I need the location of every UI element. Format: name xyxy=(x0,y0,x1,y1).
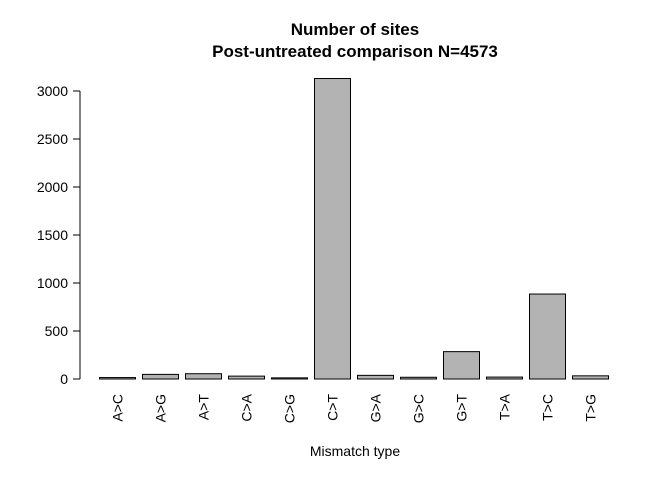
x-tick-label: A>G xyxy=(153,394,169,422)
chart-subtitle: Post-untreated comparison N=4573 xyxy=(212,42,498,61)
y-tick-label: 0 xyxy=(60,371,68,387)
bar-A-to-G xyxy=(142,373,179,380)
y-axis: 0 500 1000 1500 2000 2500 3000 xyxy=(37,83,81,387)
y-tick-label: 1500 xyxy=(37,227,68,243)
x-tick-label: G>C xyxy=(411,394,427,423)
x-tick-label: C>T xyxy=(325,394,341,421)
y-tick-label: 2500 xyxy=(37,131,68,147)
x-tick-label: G>T xyxy=(454,394,470,422)
x-tick-label: T>A xyxy=(497,393,513,420)
chart-title: Number of sites xyxy=(291,20,419,39)
bars xyxy=(99,78,609,380)
bar-A-to-C xyxy=(99,377,136,380)
x-axis-labels: A>C A>G A>T C>A C>G C>T G>A G>C G>T T>A T>C T>G xyxy=(110,393,599,423)
y-tick-label: 1000 xyxy=(37,275,68,291)
bar-C-to-T xyxy=(314,78,351,380)
bar-G-to-A xyxy=(357,374,394,380)
x-tick-label: C>A xyxy=(239,393,255,421)
bar-T-to-A xyxy=(486,376,523,380)
x-tick-label: G>A xyxy=(368,393,384,422)
x-tick-label: T>G xyxy=(583,394,599,422)
bar-G-to-C xyxy=(400,376,437,380)
x-tick-label: A>C xyxy=(110,394,126,422)
x-tick-label: T>C xyxy=(540,394,556,421)
x-tick-label: C>G xyxy=(282,394,298,423)
bar-C-to-G xyxy=(271,377,308,380)
y-tick-label: 2000 xyxy=(37,179,68,195)
bar-T-to-C xyxy=(529,293,566,380)
x-tick-label: A>T xyxy=(196,394,212,421)
y-tick-label: 500 xyxy=(45,323,69,339)
bar-A-to-T xyxy=(185,373,222,380)
bar-C-to-A xyxy=(228,375,265,380)
y-tick-label: 3000 xyxy=(37,83,68,99)
x-axis-title: Mismatch type xyxy=(310,443,400,459)
bar-G-to-T xyxy=(443,351,480,380)
bar-T-to-G xyxy=(572,375,609,380)
